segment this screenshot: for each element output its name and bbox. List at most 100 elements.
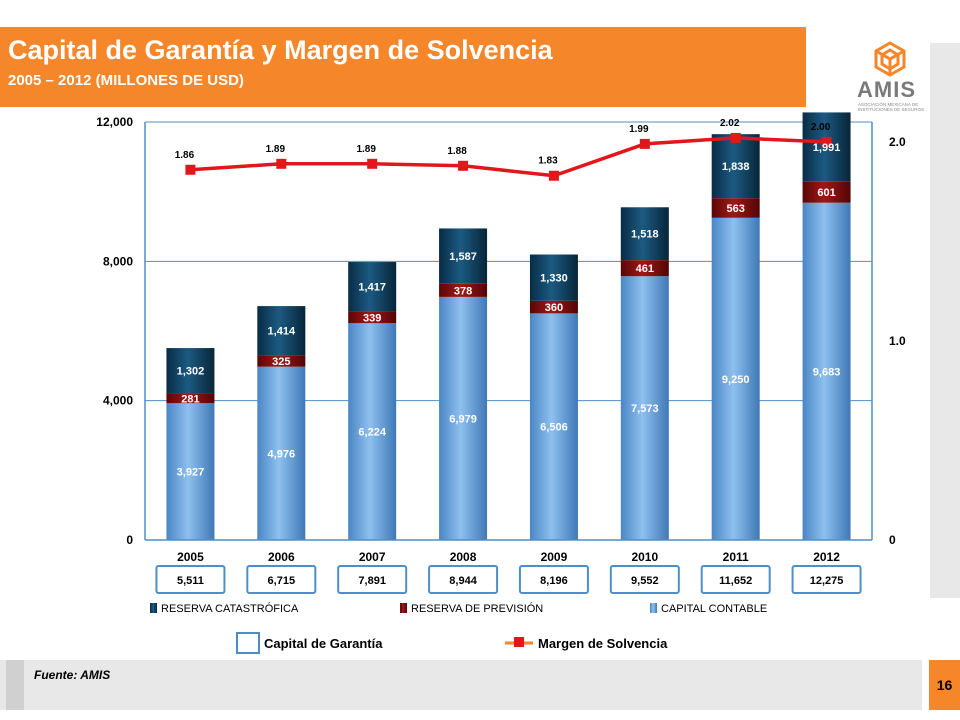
y-right-tick-label: 1.0 — [889, 334, 906, 348]
total-label: 11,652 — [719, 575, 752, 587]
bar-reserva-catastrofica — [439, 228, 488, 284]
margin-data-label: 1.83 — [538, 156, 558, 167]
amis-logo: AMIS ASOCIACIÓN MEXICANA DE INSTITUCIONE… — [845, 40, 935, 115]
bar-reserva-prevision — [620, 260, 669, 277]
logo-subtitle: ASOCIACIÓN MEXICANA DE INSTITUCIONES DE … — [858, 102, 925, 112]
total-box — [246, 565, 317, 594]
total-label: 12,275 — [810, 575, 844, 587]
bar-data-label: 461 — [636, 263, 654, 275]
bar-capital-contable — [439, 296, 488, 540]
bar-data-label: 1,838 — [722, 161, 750, 173]
bar-reserva-prevision — [166, 393, 215, 404]
bar-data-label: 360 — [545, 302, 563, 314]
bar-reserva-catastrofica — [711, 134, 760, 199]
bar-data-label: 1,330 — [540, 273, 568, 285]
page-subtitle: 2005 – 2012 (MILLONES DE USD) — [8, 72, 244, 89]
total-box — [428, 565, 499, 594]
margin-point — [367, 158, 378, 169]
y-left-tick-label: 4,000 — [103, 394, 133, 408]
x-tick-label: 2007 — [359, 550, 386, 564]
margin-data-label: 1.88 — [447, 146, 467, 157]
total-label: 7,891 — [358, 575, 386, 587]
amis-logo-icon — [874, 41, 906, 77]
x-tick-label: 2006 — [268, 550, 295, 564]
logo-name: AMIS — [857, 77, 916, 102]
bar-capital-contable — [711, 217, 760, 540]
bar-reserva-prevision — [529, 300, 578, 314]
legend-swatch-capital — [650, 603, 657, 613]
bar-data-label: 1,991 — [813, 142, 841, 154]
bar-capital-contable — [257, 366, 306, 540]
bar-data-label: 378 — [454, 285, 472, 297]
margin-point — [548, 170, 559, 181]
bar-reserva-prevision — [711, 198, 760, 218]
bar-data-label: 6,224 — [358, 427, 386, 439]
margin-point — [276, 158, 287, 169]
bar-data-label: 1,414 — [268, 326, 296, 338]
total-label: 6,715 — [268, 575, 296, 587]
x-tick-label: 2008 — [450, 550, 477, 564]
bar-reserva-catastrofica — [620, 207, 669, 261]
margin-data-label: 1.86 — [175, 150, 195, 161]
footer-bar: Fuente: AMIS — [0, 660, 922, 710]
bar-data-label: 1,302 — [177, 366, 205, 378]
bar-reserva-prevision — [257, 355, 306, 367]
bar-capital-contable — [529, 313, 578, 540]
bar-data-label: 6,506 — [540, 422, 568, 434]
bar-reserva-prevision — [802, 181, 851, 203]
footer-accent — [6, 660, 24, 710]
margin-point — [639, 138, 650, 149]
bar-data-label: 6,979 — [449, 413, 477, 425]
bar-data-label: 9,683 — [813, 366, 841, 378]
margin-point — [458, 160, 469, 171]
total-box — [791, 565, 862, 594]
total-label: 9,552 — [631, 575, 659, 587]
total-box — [700, 565, 771, 594]
bar-data-label: 1,587 — [449, 251, 477, 263]
legend-label-prevision: RESERVA DE PREVISIÓN — [411, 602, 543, 615]
bar-reserva-catastrofica — [348, 262, 397, 312]
legend-swatch-catastrofica — [150, 603, 157, 613]
total-label: 5,511 — [177, 575, 204, 587]
margin-data-label: 2.00 — [811, 122, 831, 133]
header-banner: Capital de Garantía y Margen de Solvenci… — [0, 27, 806, 107]
bar-data-label: 281 — [181, 393, 199, 405]
solvency-chart: 3,927 281 1,302 4,976 325 1,414 6,224 339 1,417 6… — [96, 112, 906, 654]
bar-data-label: 339 — [363, 312, 381, 324]
margin-data-label: 1.99 — [629, 124, 649, 135]
total-box — [518, 565, 589, 594]
y-right-tick-label: 2.0 — [889, 135, 906, 149]
total-label: 8,944 — [449, 575, 477, 587]
total-label: 8,196 — [540, 575, 568, 587]
bar-data-label: 1,518 — [631, 229, 659, 241]
total-box — [337, 565, 408, 594]
legend-label-capital: CAPITAL CONTABLE — [661, 603, 767, 615]
source-note: Fuente: AMIS — [34, 668, 111, 682]
x-tick-label: 2010 — [631, 550, 658, 564]
bar-reserva-prevision — [348, 311, 397, 324]
y-left-tick-label: 0 — [126, 533, 133, 547]
margin-data-label: 1.89 — [266, 144, 286, 155]
legend-swatch-capital-garantia — [236, 632, 260, 654]
bar-reserva-catastrofica — [257, 306, 306, 356]
legend-label-margin: Margen de Solvencia — [538, 636, 668, 651]
legend-label-catastrofica: RESERVA CATASTRÓFICA — [161, 602, 299, 615]
y-left-tick-label: 8,000 — [103, 254, 133, 268]
bar-reserva-catastrofica — [802, 112, 851, 182]
bar-capital-contable — [620, 276, 669, 540]
x-tick-label: 2009 — [541, 550, 568, 564]
total-box — [155, 565, 226, 594]
x-tick-label: 2011 — [723, 550, 749, 564]
bar-data-label: 601 — [817, 187, 835, 199]
margin-point — [730, 132, 741, 143]
bar-data-label: 563 — [727, 203, 745, 215]
bar-reserva-catastrofica — [529, 254, 578, 301]
page-number: 16 — [929, 660, 960, 710]
bar-capital-contable — [166, 403, 215, 540]
y-right-tick-label: 0 — [889, 533, 896, 547]
page-title: Capital de Garantía y Margen de Solvenci… — [8, 35, 553, 65]
bar-data-label: 1,417 — [358, 282, 386, 294]
legend-label-capital-garantia: Capital de Garantía — [264, 636, 383, 651]
margin-point — [185, 164, 196, 175]
bar-data-label: 3,927 — [177, 467, 205, 479]
